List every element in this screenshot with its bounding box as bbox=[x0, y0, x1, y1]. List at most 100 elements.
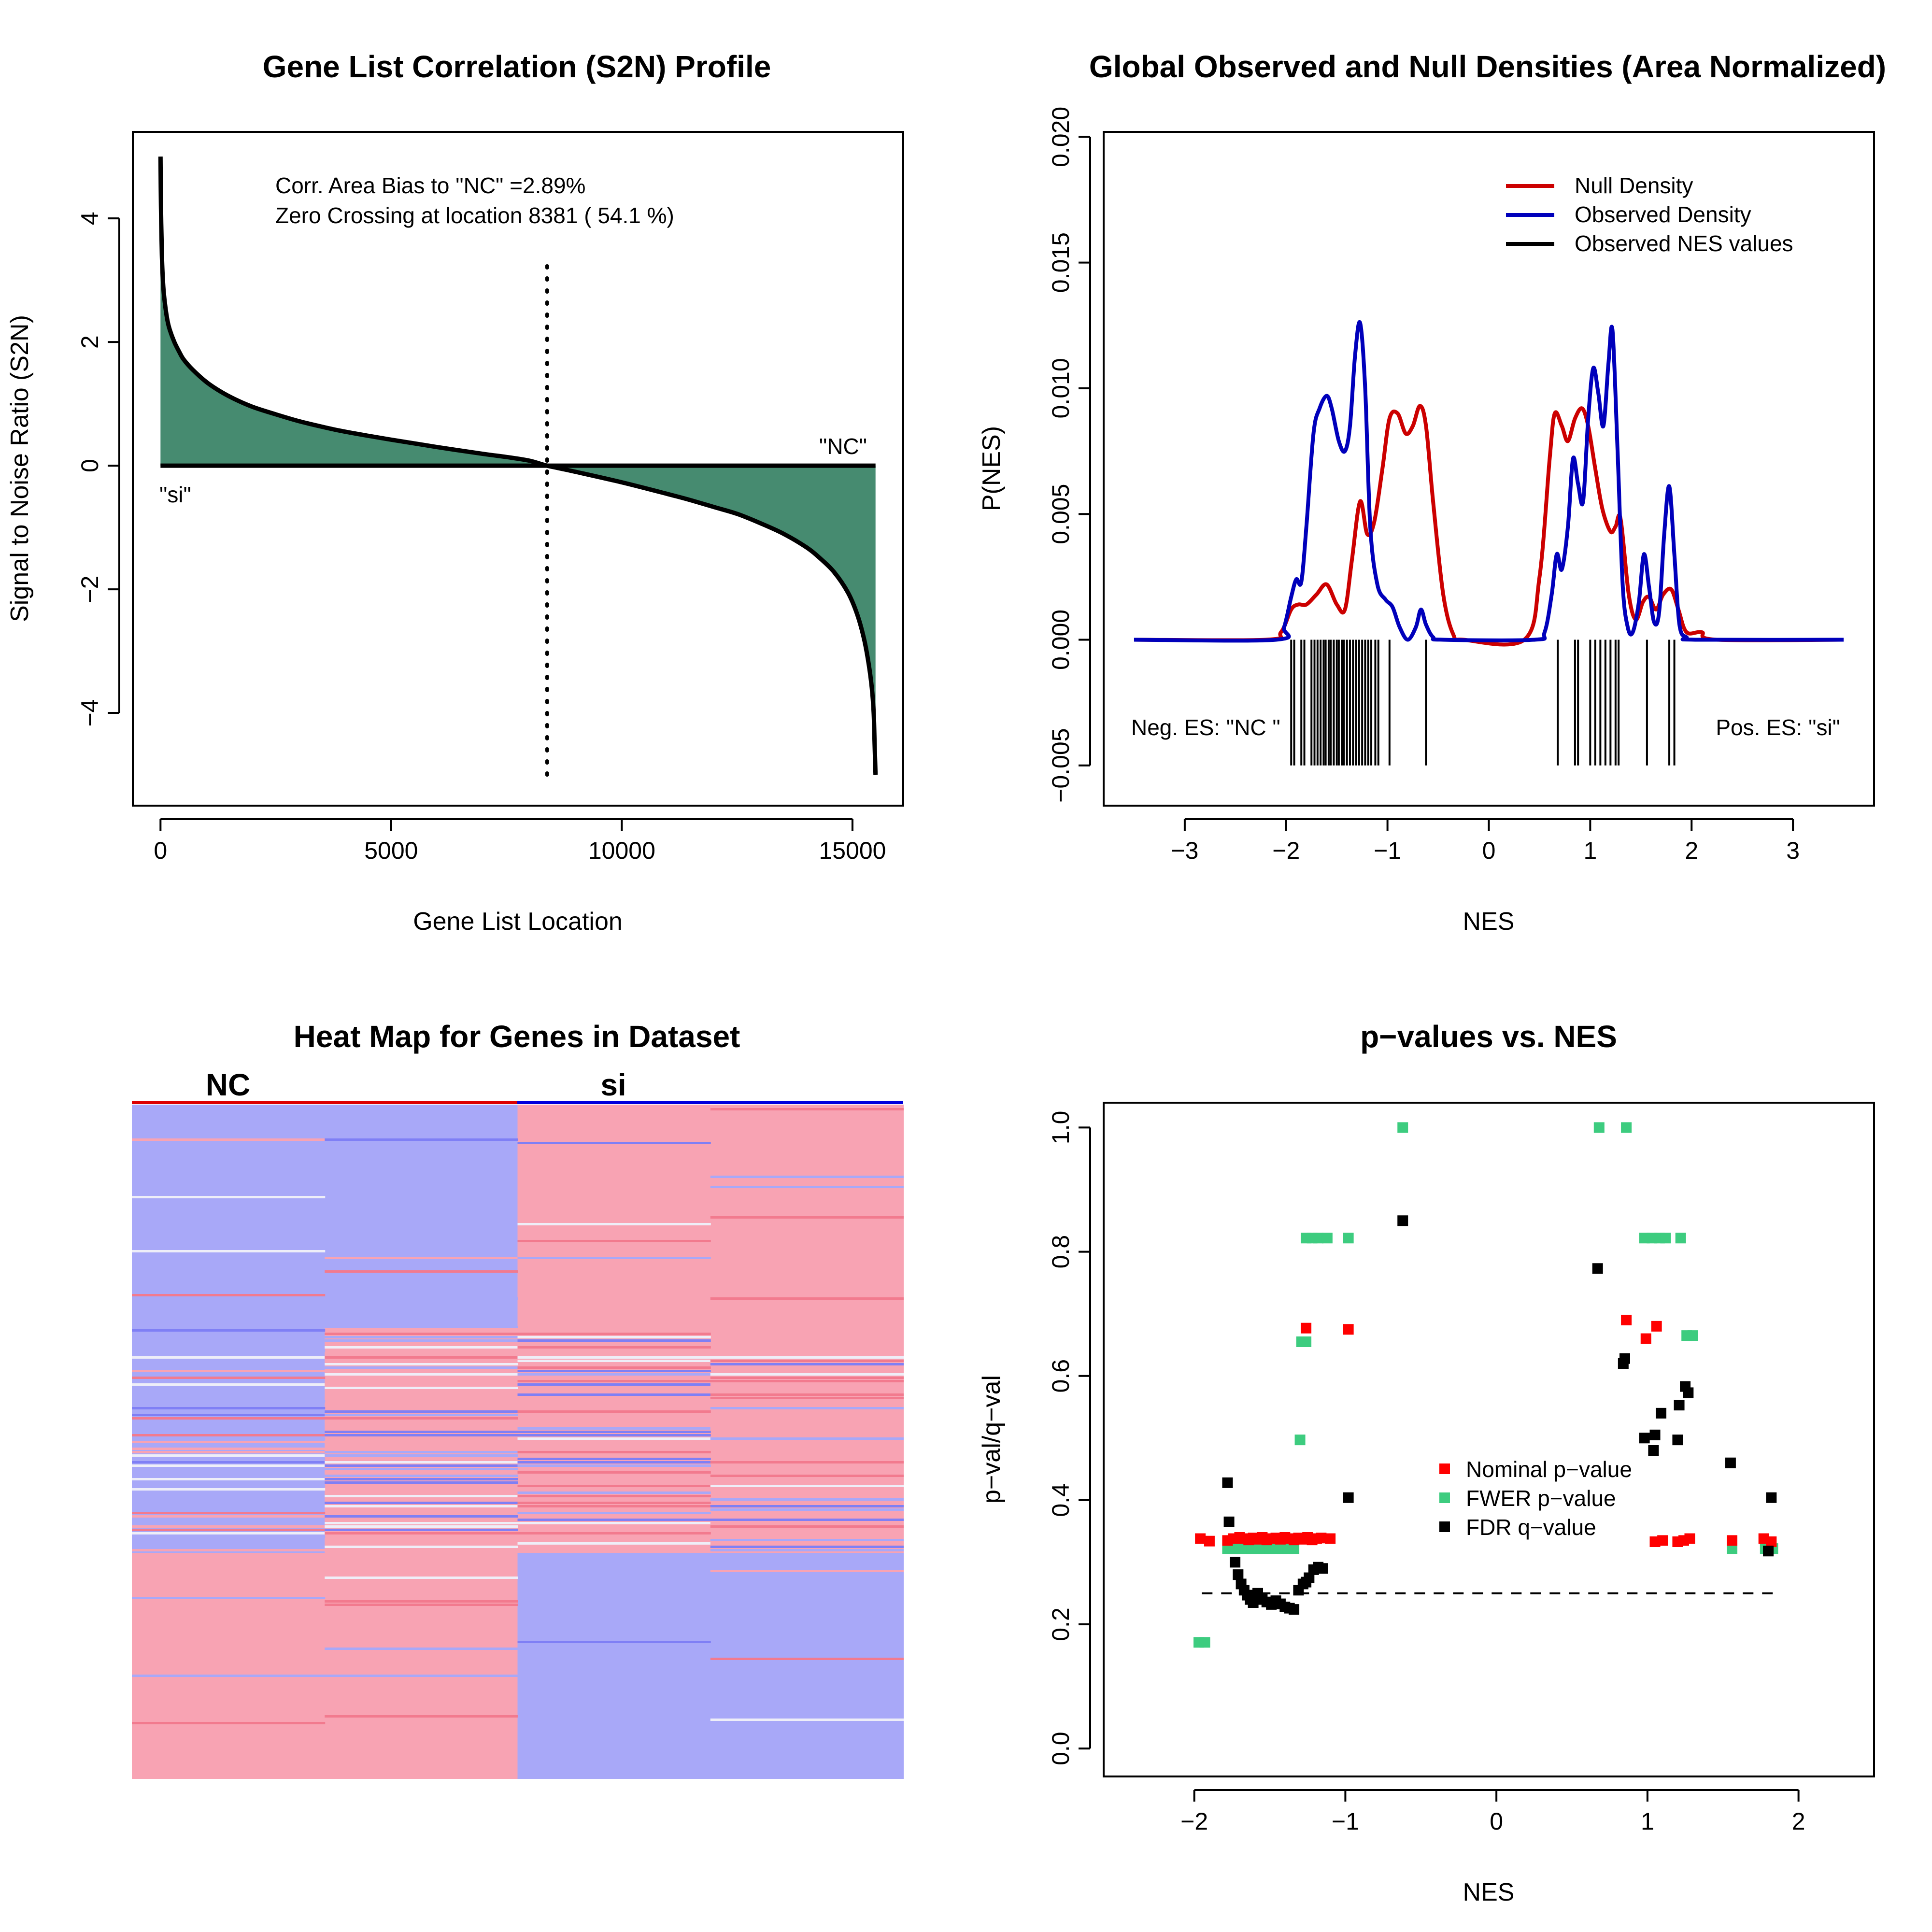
fdr-q-point bbox=[1592, 1263, 1603, 1274]
heatmap-row-stripe bbox=[710, 1539, 904, 1541]
heatmap-row-stripe bbox=[710, 1519, 904, 1521]
heatmap-grid bbox=[132, 1105, 904, 1779]
fdr-q-point bbox=[1674, 1400, 1685, 1411]
heatmap-row-stripe bbox=[325, 1471, 518, 1474]
heatmap-block bbox=[710, 1553, 904, 1779]
s2n-xlabel: Gene List Location bbox=[413, 908, 623, 936]
heatmap-row-stripe bbox=[325, 1360, 518, 1362]
heatmap-row-stripe bbox=[132, 1597, 326, 1599]
heatmap-bar-si bbox=[517, 1101, 903, 1104]
heatmap-row-stripe bbox=[517, 1461, 711, 1463]
s2n-title: Gene List Correlation (S2N) Profile bbox=[263, 49, 771, 84]
heatmap-row-stripe bbox=[325, 1363, 518, 1365]
fwer-p-point bbox=[1675, 1233, 1686, 1244]
heatmap-row-stripe bbox=[325, 1417, 518, 1420]
pvalues-x-tick-label: 2 bbox=[1792, 1808, 1805, 1835]
heatmap-row-stripe bbox=[132, 1539, 326, 1541]
heatmap-group-nc: NC bbox=[206, 1067, 250, 1102]
fwer-p-point bbox=[1301, 1336, 1312, 1347]
heatmap-row-stripe bbox=[517, 1383, 711, 1386]
nominal-p-point bbox=[1766, 1536, 1777, 1547]
pvalues-xlabel: NES bbox=[1463, 1878, 1515, 1906]
nominal-p-point bbox=[1195, 1533, 1206, 1544]
density-x-tick-label: 1 bbox=[1583, 837, 1597, 864]
heatmap-row-stripe bbox=[325, 1326, 518, 1328]
pvalues-x-tick-label: −1 bbox=[1332, 1808, 1359, 1835]
heatmap-row-stripe bbox=[132, 1448, 326, 1450]
heatmap-row-stripe bbox=[710, 1421, 904, 1423]
density-x-tick-label: −2 bbox=[1272, 837, 1300, 864]
density-y-tick-label: 0.020 bbox=[1047, 107, 1074, 167]
heatmap-block bbox=[325, 1553, 518, 1779]
heatmap-row-stripe bbox=[132, 1407, 326, 1409]
heatmap-row-stripe bbox=[710, 1505, 904, 1507]
heatmap-row-stripe bbox=[325, 1481, 518, 1484]
heatmap-row-stripe bbox=[325, 1366, 518, 1369]
fdr-q-point bbox=[1233, 1569, 1244, 1580]
heatmap-row-stripe bbox=[132, 1502, 326, 1504]
pvalues-y-tick-label: 0.0 bbox=[1047, 1732, 1074, 1765]
heatmap-row-stripe bbox=[132, 1356, 326, 1359]
heatmap-row-stripe bbox=[710, 1508, 904, 1511]
heatmap-row-stripe bbox=[710, 1297, 904, 1300]
heatmap-row-stripe bbox=[132, 1437, 326, 1440]
heatmap-row-stripe bbox=[132, 1383, 326, 1386]
heatmap-row-stripe bbox=[517, 1142, 711, 1144]
nominal-p-point bbox=[1204, 1535, 1215, 1547]
heatmap-row-stripe bbox=[132, 1532, 326, 1534]
s2n-label-nc: "NC" bbox=[819, 434, 867, 459]
heatmap-row-stripe bbox=[517, 1492, 711, 1494]
heatmap-row-stripe bbox=[517, 1356, 711, 1359]
heatmap-row-stripe bbox=[132, 1410, 326, 1413]
s2n-curve bbox=[158, 156, 878, 775]
heatmap-row-stripe bbox=[517, 1336, 711, 1338]
heatmap-row-stripe bbox=[710, 1383, 904, 1386]
heatmap-bar-nc bbox=[132, 1101, 517, 1104]
heatmap-block bbox=[517, 1553, 711, 1779]
pvalues-y-tick-label: 0.4 bbox=[1047, 1483, 1074, 1517]
heatmap-row-stripe bbox=[132, 1522, 326, 1524]
fwer-p-point bbox=[1397, 1122, 1408, 1133]
fwer-p-point bbox=[1593, 1122, 1605, 1133]
density-y-tick-label: 0.015 bbox=[1047, 232, 1074, 293]
fwer-p-point bbox=[1727, 1543, 1738, 1554]
heatmap-row-stripe bbox=[710, 1525, 904, 1528]
heatmap-row-stripe bbox=[325, 1434, 518, 1436]
pvalues-plot-area: −2 −1 0 1 2 0.0 0.2 0.4 0.6 0.8 1.0 bbox=[1047, 1111, 1805, 1835]
heatmap-row-stripe bbox=[517, 1549, 711, 1551]
heatmap-row-stripe bbox=[517, 1464, 711, 1467]
heatmap-row-stripe bbox=[517, 1393, 711, 1396]
density-x-tick-label: −1 bbox=[1374, 837, 1401, 864]
heatmap-row-stripe bbox=[325, 1508, 518, 1511]
heatmap-row-stripe bbox=[325, 1431, 518, 1433]
pvalues-ylabel: p−val/q−val bbox=[978, 1375, 1006, 1504]
heatmap-row-stripe bbox=[132, 1414, 326, 1416]
nominal-p-point bbox=[1301, 1322, 1312, 1334]
heatmap-row-stripe bbox=[132, 1464, 326, 1467]
s2n-ylabel: Signal to Noise Ratio (S2N) bbox=[6, 315, 34, 622]
heatmap-row-stripe bbox=[325, 1505, 518, 1507]
pvalues-y-tick-label: 0.2 bbox=[1047, 1607, 1074, 1641]
heatmap-row-stripe bbox=[517, 1444, 711, 1447]
heatmap-row-stripe bbox=[325, 1346, 518, 1349]
heatmap-row-stripe bbox=[132, 1485, 326, 1487]
heatmap-row-stripe bbox=[710, 1373, 904, 1376]
pvalues-title: p−values vs. NES bbox=[1360, 1019, 1617, 1054]
heatmap-row-stripe bbox=[517, 1512, 711, 1514]
heatmap-row-stripe bbox=[325, 1515, 518, 1518]
fdr-q-point bbox=[1763, 1546, 1774, 1557]
heatmap-row-stripe bbox=[325, 1373, 518, 1376]
pvalues-frame bbox=[1103, 1102, 1875, 1777]
heatmap-row-stripe bbox=[710, 1216, 904, 1219]
fdr-q-point bbox=[1223, 1516, 1235, 1527]
heatmap-row-stripe bbox=[132, 1675, 326, 1677]
legend-nominal-p: Nominal p−value bbox=[1466, 1457, 1632, 1482]
density-plot-area: −3 −2 −1 0 1 2 3 −0.005 0.000 0.005 0.010 0.015 0.02… bbox=[1047, 107, 1844, 864]
pvalues-x-tick-label: 1 bbox=[1641, 1808, 1654, 1835]
heatmap-row-stripe bbox=[710, 1522, 904, 1524]
heatmap-row-stripe bbox=[710, 1437, 904, 1440]
heatmap-row-stripe bbox=[325, 1546, 518, 1548]
nominal-p-point bbox=[1621, 1315, 1632, 1325]
nominal-p-point bbox=[1657, 1535, 1668, 1546]
heatmap-row-stripe bbox=[132, 1417, 326, 1420]
